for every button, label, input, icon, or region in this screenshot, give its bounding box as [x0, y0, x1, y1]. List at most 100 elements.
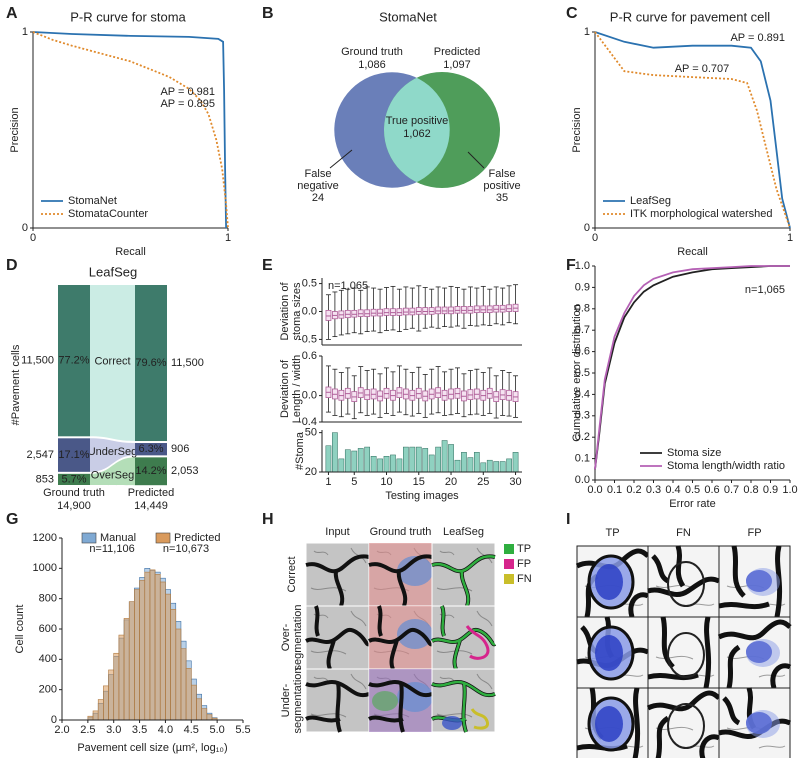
box: [480, 305, 487, 314]
panel-letter: I: [566, 511, 570, 528]
box: [415, 307, 422, 315]
y-tick-label: 0.9: [575, 281, 590, 293]
image-cell: [368, 542, 433, 607]
venn-label: Predicted: [434, 46, 480, 58]
segment-label: 17.1%: [58, 449, 89, 461]
column-title: FP: [747, 527, 761, 539]
x-tick-label: 0.5: [685, 484, 700, 496]
segment-label: 14.2%: [135, 465, 166, 477]
category-label: Correct: [94, 356, 130, 368]
box: [409, 307, 416, 316]
line: [594, 31, 791, 229]
chart-title: P-R curve for stoma: [70, 9, 186, 24]
box: [467, 306, 474, 314]
stoma: [667, 703, 705, 749]
x-tick-label: 4.0: [158, 724, 173, 736]
y-tick-label: 0.2: [575, 431, 590, 443]
image-cell: [647, 616, 720, 689]
image-cell: [368, 605, 434, 670]
histogram-bar: [159, 581, 166, 721]
box: [493, 304, 500, 313]
y-axis-label: Length / width: [291, 355, 303, 424]
y-axis-label: #Stoma: [294, 431, 306, 470]
bar: [332, 432, 338, 473]
histogram-bar: [113, 652, 120, 721]
legend-label: FN: [517, 573, 532, 585]
venn-value: 24: [312, 192, 324, 204]
box: [357, 309, 364, 317]
box: [370, 308, 377, 317]
venn-label: negative: [297, 180, 339, 192]
overlay: [372, 691, 398, 711]
segment: [58, 285, 90, 437]
y-tick-label: 0: [584, 222, 590, 234]
y-tick-label: 800: [39, 593, 57, 605]
y-tick-label: 20: [305, 466, 317, 478]
legend-label: Predicted: [174, 532, 220, 544]
count-label: 906: [171, 443, 189, 455]
boundary: [305, 554, 370, 607]
boundary: [647, 545, 721, 598]
y-tick-label: 0.0: [302, 390, 317, 402]
y-tick-label: 0.0: [575, 474, 590, 486]
histogram-bar: [87, 715, 94, 721]
histogram-bar: [144, 571, 151, 721]
tp-outline: [431, 555, 496, 607]
x-tick-label: 5.0: [209, 724, 224, 736]
stoma-halo: [746, 639, 780, 667]
legend-swatch: [504, 559, 514, 569]
line: [594, 265, 790, 470]
histogram-bar: [134, 589, 140, 721]
y-tick-label: 1000: [33, 562, 57, 574]
segment: [58, 473, 90, 485]
column-title: FN: [676, 527, 691, 539]
column-title: Ground truth: [370, 526, 432, 538]
bar: [351, 450, 358, 473]
bar: [512, 452, 519, 473]
histogram-bar: [165, 593, 171, 721]
line: [594, 31, 791, 229]
panel-letter: A: [6, 5, 18, 22]
y-tick-label: 0.6: [302, 350, 317, 362]
segment-label: 5.7%: [61, 473, 86, 485]
line: [32, 31, 227, 229]
histogram-bar: [190, 684, 197, 721]
image-cell: [647, 545, 721, 618]
y-tick-label: 600: [39, 623, 57, 635]
box: [351, 309, 358, 318]
box: [448, 306, 454, 315]
count-label: 2,547: [26, 449, 54, 461]
annotation: n=11,106: [89, 543, 134, 555]
image-cell: [575, 545, 650, 618]
stoma-core: [595, 706, 623, 742]
bar: [441, 440, 448, 473]
segment: [135, 443, 167, 456]
bar: [357, 448, 364, 473]
column-title: Input: [325, 526, 349, 538]
overlay: [397, 556, 433, 586]
boundary: [646, 690, 721, 758]
legend-label: FP: [517, 558, 531, 570]
leader: [467, 151, 485, 169]
x-tick-label: 0.7: [724, 484, 739, 496]
legend-swatch: [504, 544, 514, 554]
column-title: LeafSeg: [443, 526, 484, 538]
bar: [364, 446, 371, 473]
bar: [435, 446, 441, 473]
panel-letter: G: [6, 511, 18, 528]
y-tick-label: 0.7: [575, 324, 590, 336]
count-label: 2,053: [171, 465, 199, 477]
y-axis-label: stoma sizes: [291, 282, 303, 341]
y-tick-label: 1: [584, 26, 590, 38]
x-axis-label: Pavement cell size (µm², log₁₀): [77, 742, 227, 754]
y-axis-label: Precision: [9, 107, 21, 152]
bar: [467, 457, 474, 473]
bar: [370, 456, 377, 473]
chart-title: LeafSeg: [89, 264, 137, 279]
annotation: AP = 0.981: [160, 86, 215, 98]
x-axis-label: Error rate: [669, 498, 715, 510]
bar: [338, 458, 345, 473]
legend-label: TP: [517, 543, 531, 555]
x-tick-label: 3.0: [106, 724, 121, 736]
box: [499, 304, 506, 313]
